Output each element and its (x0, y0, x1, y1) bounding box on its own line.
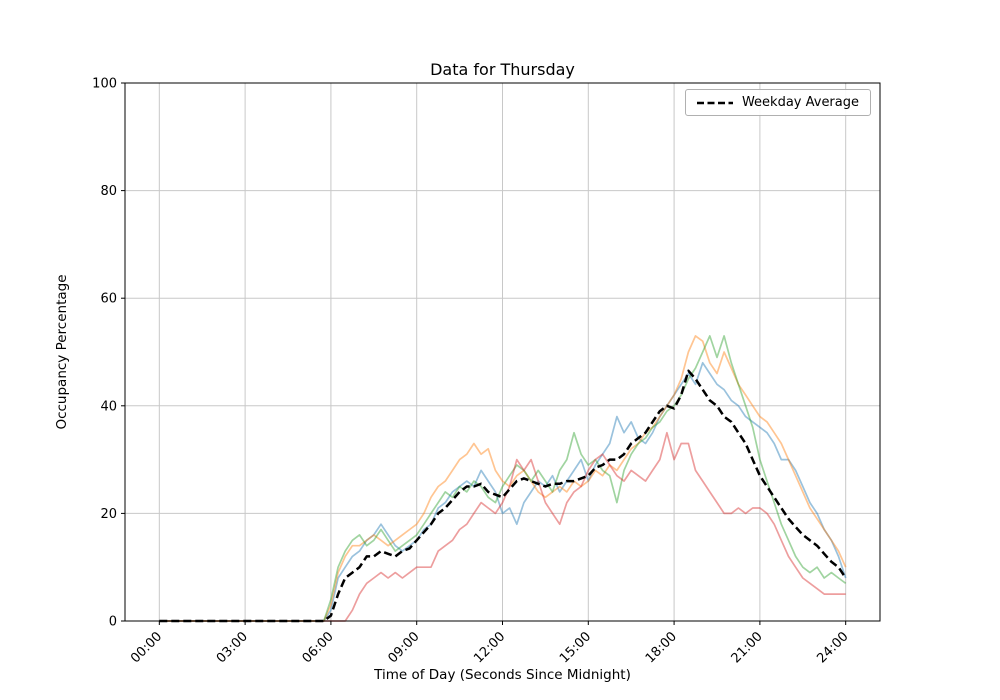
y-tick-label: 100 (92, 77, 117, 92)
x-tick-label: 21:00 (729, 629, 766, 666)
chart-title: Data for Thursday (430, 60, 575, 79)
weekday-average-line-sample (696, 100, 733, 106)
dashed-line-icon (696, 101, 733, 104)
x-tick-label: 06:00 (300, 629, 337, 666)
x-tick-label: 15:00 (557, 629, 594, 666)
legend: Weekday Average (684, 89, 871, 116)
y-tick-label: 40 (100, 399, 117, 414)
y-tick-label: 0 (109, 615, 117, 630)
y-axis-label: Occupancy Percentage (54, 274, 70, 430)
y-tick-label: 80 (100, 184, 117, 199)
x-tick-label: 12:00 (471, 629, 508, 666)
y-tick-label: 60 (100, 292, 117, 307)
x-tick-label: 09:00 (385, 629, 422, 666)
y-tick-label: 20 (100, 507, 117, 522)
x-tick-label: 18:00 (643, 629, 680, 666)
x-tick-label: 03:00 (214, 629, 251, 666)
legend-label: Weekday Average (741, 95, 859, 110)
x-tick-label: 00:00 (128, 629, 165, 666)
x-tick-label: 24:00 (814, 629, 851, 666)
x-axis-label: Time of Day (Seconds Since Midnight) (374, 667, 631, 683)
